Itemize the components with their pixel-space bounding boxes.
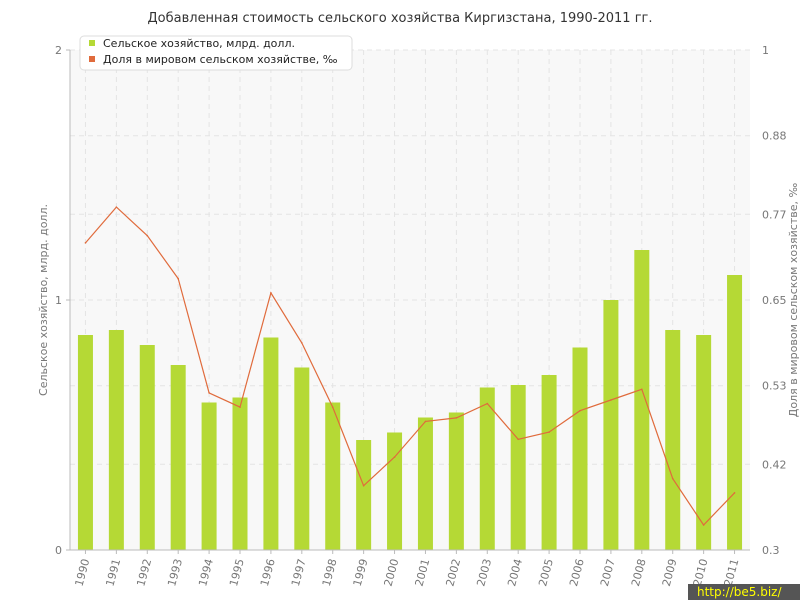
bar [263,337,279,550]
line-point [486,402,489,405]
bar [665,330,681,550]
x-ticks: 1990 1991 1992 1993 1994 1995 1996 1997 1998 1999… [73,550,742,588]
y-tick-label-left: 2 [55,44,62,57]
line-point [610,399,612,401]
y-ticks-left: 0 1 2 [55,44,70,557]
legend-swatch-line [89,56,95,62]
line-point [301,342,303,344]
bar [356,440,372,550]
line-point [239,406,241,408]
x-tick-label: 2006 [567,557,587,587]
x-tick-label: 2009 [660,557,680,587]
x-tick-label: 2003 [474,557,494,587]
line-point [362,484,365,487]
watermark-background [688,584,800,600]
legend-label-bars: Сельское хозяйство, млрд. долл. [103,37,295,50]
x-tick-label: 2005 [536,557,556,587]
line-point [671,477,674,480]
line-point [84,242,87,244]
x-tick-label: 2011 [722,557,742,587]
bar [77,335,93,550]
x-tick-label: 1994 [196,557,216,587]
line-point [548,431,550,433]
x-tick-label: 1993 [165,557,185,587]
line-point [115,206,118,208]
bar [232,397,248,550]
bar [387,432,403,550]
bar [510,385,526,550]
x-tick-label: 2007 [598,557,618,587]
y-tick-label-right: 0.77 [762,208,787,221]
bar [108,330,124,550]
bar [572,347,588,550]
y-tick-label-left: 1 [55,294,62,307]
watermark: http://be5.biz/ [688,584,800,600]
bar [603,300,619,550]
bar [696,335,712,550]
x-tick-label: 1991 [103,557,123,587]
x-tick-label: 2001 [413,557,433,587]
line-point [177,277,179,280]
x-tick-label: 1997 [289,557,309,587]
chart-title: Добавленная стоимость сельского хозяйств… [148,11,653,26]
legend-swatch-bars [89,40,95,46]
x-tick-label: 1996 [258,557,278,587]
y-tick-label-right: 0.53 [762,380,787,393]
x-tick-label: 1999 [351,557,371,587]
x-tick-label: 2004 [505,557,525,587]
line-point [579,409,581,412]
bar [417,417,433,550]
y-axis-label-left: Сельское хозяйство, млрд. долл. [37,204,50,396]
x-tick-label: 2008 [629,557,649,587]
bar [479,387,495,550]
y-tick-label-right: 0.88 [762,130,787,143]
line-point [733,492,736,494]
bar [325,402,341,550]
x-tick-label: 1995 [227,557,247,587]
y-tick-label-right: 0.3 [762,544,780,557]
legend: Сельское хозяйство, млрд. долл. Доля в м… [79,35,353,71]
line-point [270,292,272,294]
line-point [517,438,519,441]
line-point [331,406,334,408]
y-tick-label-right: 0.42 [762,458,787,471]
x-tick-label: 2002 [443,557,463,587]
x-tick-label: 1992 [134,557,154,587]
line-point [641,388,643,391]
line-point [702,524,705,526]
bar [634,250,650,550]
bars-series [77,250,743,550]
line-point [424,420,427,423]
x-tick-label: 2010 [691,557,711,587]
line-point [208,392,210,394]
y-axis-label-right: Доля в мировом сельском хозяйстве, ‰ [787,183,800,418]
line-point [455,417,458,419]
line-point [146,234,149,237]
y-ticks-right: 0.3 0.42 0.53 0.65 0.77 0.88 1 [762,44,787,557]
x-tick-label: 1990 [73,557,93,587]
bar [448,412,464,550]
x-tick-label: 2000 [382,557,402,587]
bar [727,275,743,550]
x-tick-label: 1998 [320,557,340,587]
series-line [85,206,735,526]
y-tick-label-left: 0 [55,544,62,557]
legend-box [79,35,353,71]
bar [139,345,155,550]
line-series [84,206,736,526]
bar [294,367,310,550]
watermark-text: http://be5.biz/ [697,585,782,599]
line-point [393,456,396,458]
y-tick-label-right: 1 [762,44,769,57]
legend-label-line: Доля в мировом сельском хозяйстве, ‰ [103,53,338,66]
y-tick-label-right: 0.65 [762,294,787,307]
bar [541,375,557,550]
bar [170,365,186,550]
bar [201,402,217,550]
